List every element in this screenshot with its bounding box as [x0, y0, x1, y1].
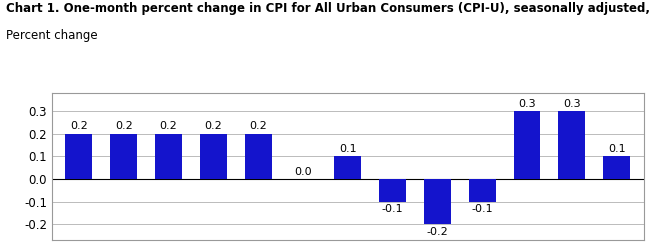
Bar [334, 156, 361, 179]
Bar [424, 179, 451, 224]
Text: 0.3: 0.3 [518, 99, 536, 109]
Bar [244, 134, 272, 179]
Text: -0.2: -0.2 [426, 227, 448, 237]
Text: 0.1: 0.1 [608, 144, 625, 154]
Text: 0.3: 0.3 [563, 99, 580, 109]
Text: 0.2: 0.2 [160, 121, 177, 131]
Text: Percent change: Percent change [6, 29, 98, 42]
Text: 0.2: 0.2 [115, 121, 133, 131]
Text: Chart 1. One-month percent change in CPI for All Urban Consumers (CPI-U), season: Chart 1. One-month percent change in CPI… [6, 2, 650, 15]
Bar [379, 179, 406, 202]
Text: -0.1: -0.1 [471, 204, 493, 214]
Text: 0.2: 0.2 [205, 121, 222, 131]
Bar [66, 134, 92, 179]
Text: 0.2: 0.2 [249, 121, 267, 131]
Bar [200, 134, 227, 179]
Bar [558, 111, 585, 179]
Bar [469, 179, 495, 202]
Text: 0.1: 0.1 [339, 144, 357, 154]
Bar [603, 156, 630, 179]
Text: 0.2: 0.2 [70, 121, 88, 131]
Bar [155, 134, 182, 179]
Bar [111, 134, 137, 179]
Text: 0.0: 0.0 [294, 167, 312, 177]
Bar [514, 111, 540, 179]
Text: -0.1: -0.1 [382, 204, 404, 214]
